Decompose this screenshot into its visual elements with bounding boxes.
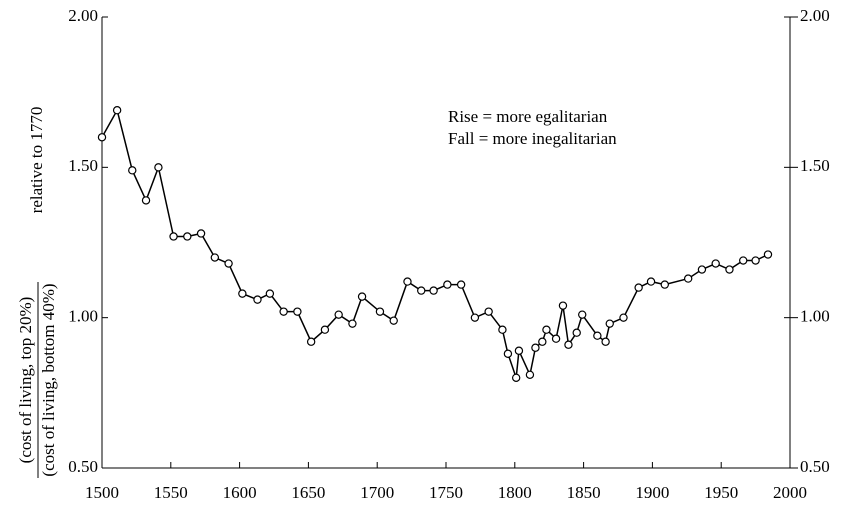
marker xyxy=(593,331,602,340)
marker xyxy=(112,106,122,115)
x-tick-label: 1700 xyxy=(360,483,394,502)
marker xyxy=(572,328,581,337)
marker xyxy=(470,313,480,322)
annotation: Fall = more inegalitarian xyxy=(448,129,617,148)
y2-tick-label: 1.00 xyxy=(800,307,830,326)
marker xyxy=(429,286,438,295)
marker xyxy=(389,316,398,325)
marker xyxy=(660,280,669,289)
annotation: Rise = more egalitarian xyxy=(448,107,608,126)
marker xyxy=(443,280,452,289)
marker xyxy=(525,370,535,379)
x-tick-label: 1550 xyxy=(154,483,188,502)
marker xyxy=(334,310,343,319)
marker xyxy=(484,307,493,316)
marker xyxy=(196,229,206,238)
y-axis-note: relative to 1770 xyxy=(27,107,46,214)
marker xyxy=(564,340,573,349)
marker xyxy=(619,313,628,322)
marker xyxy=(183,232,192,241)
y-tick-label: 2.00 xyxy=(68,6,98,25)
x-tick-label: 1900 xyxy=(635,483,669,502)
marker xyxy=(238,289,247,298)
marker xyxy=(711,259,720,268)
marker xyxy=(210,253,220,262)
marker xyxy=(357,292,367,301)
y-note: relative to 1770 xyxy=(27,107,46,214)
marker xyxy=(531,343,540,352)
y2-tick-label: 2.00 xyxy=(800,6,830,25)
x-tick-label: 1500 xyxy=(85,483,119,502)
marker xyxy=(697,265,707,274)
marker xyxy=(279,307,288,316)
marker xyxy=(551,334,561,343)
marker xyxy=(417,286,426,295)
x-tick-label: 1600 xyxy=(223,483,257,502)
y-axis-label: (cost of living, top 20%) xyxy=(16,297,35,464)
y-axis-label: (cost of living, bottom 40%) xyxy=(39,283,58,476)
marker xyxy=(514,346,524,355)
x-tick-label: 1850 xyxy=(567,483,601,502)
marker xyxy=(141,196,151,205)
marker xyxy=(542,325,551,334)
line xyxy=(101,108,769,379)
marker xyxy=(511,373,521,382)
marker xyxy=(751,256,760,265)
marker xyxy=(306,337,316,346)
marker xyxy=(403,277,412,286)
y-tick-label: 0.50 xyxy=(68,457,98,476)
marker xyxy=(128,166,137,175)
x-tick-label: 1650 xyxy=(291,483,325,502)
marker xyxy=(503,349,513,358)
x-tick-label: 1800 xyxy=(498,483,532,502)
marker xyxy=(634,283,643,292)
y2-tick-label: 0.50 xyxy=(800,457,830,476)
x-tick-label: 1750 xyxy=(429,483,463,502)
y-tick-label: 1.50 xyxy=(68,156,98,175)
marker xyxy=(646,277,656,286)
marker xyxy=(293,307,302,316)
marker xyxy=(97,133,107,142)
marker xyxy=(375,307,385,316)
marker xyxy=(763,250,773,259)
marker xyxy=(456,280,466,289)
marker xyxy=(538,337,547,346)
marker xyxy=(253,295,262,304)
marker xyxy=(265,289,275,298)
marker xyxy=(348,319,357,328)
marker xyxy=(578,310,587,319)
y2-tick-label: 1.50 xyxy=(800,156,830,175)
marker xyxy=(601,337,610,346)
marker xyxy=(224,259,233,268)
x-tick-label: 1950 xyxy=(704,483,738,502)
y-label: (cost of living, top 20%) (cost of livin… xyxy=(16,282,58,478)
marker xyxy=(498,325,507,334)
marker xyxy=(169,232,178,241)
marker xyxy=(154,163,163,172)
x-tick-label: 2000 xyxy=(773,483,807,502)
y-tick-label: 1.00 xyxy=(68,307,98,326)
marker xyxy=(558,301,568,310)
marker xyxy=(320,325,330,334)
marker xyxy=(725,265,734,274)
marker xyxy=(739,256,748,265)
marker xyxy=(605,319,614,328)
marker xyxy=(683,274,693,283)
